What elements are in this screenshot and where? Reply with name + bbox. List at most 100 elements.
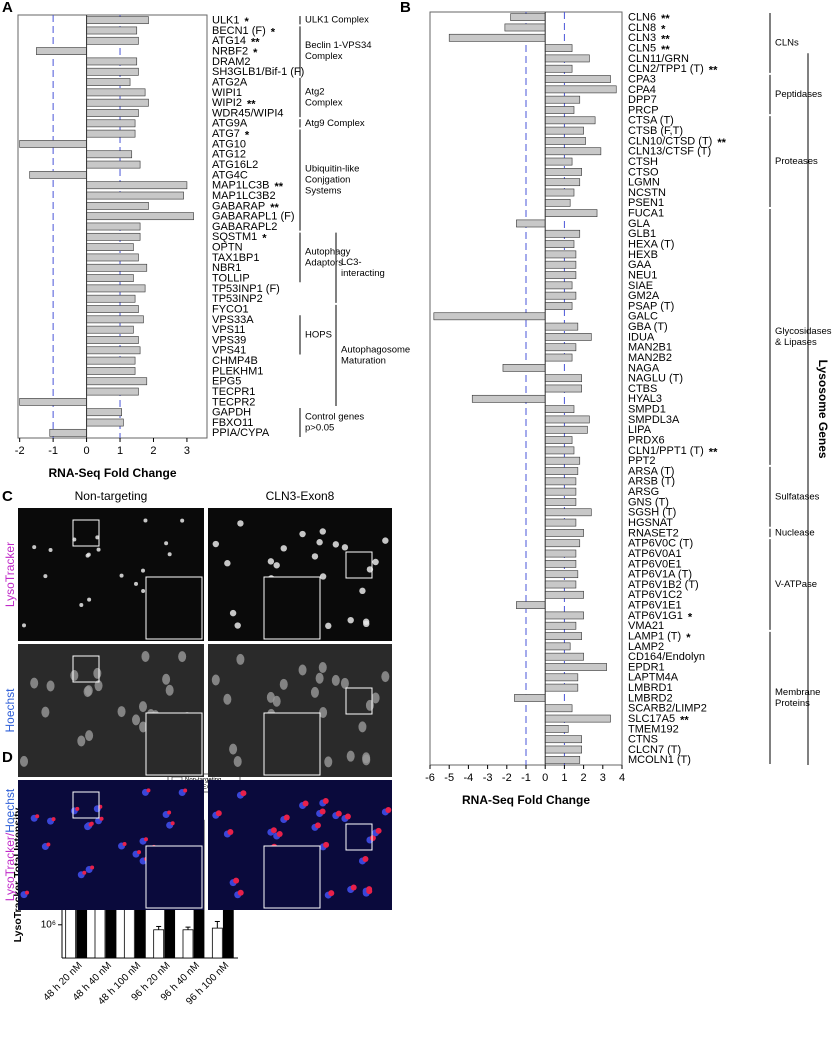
nucleus (30, 677, 39, 689)
lysosome-puncta (85, 553, 90, 558)
lysosome-puncta (359, 587, 366, 595)
gene-label: TP53INP1 (F) (212, 283, 280, 295)
group-label: Sulfatases (775, 491, 820, 502)
gene-label: PPIA/CYPA (212, 427, 270, 439)
gene-label: VPS11 (212, 324, 245, 336)
gene-label: CHMP4B (212, 355, 258, 367)
gene-label: ATP6V0C (T) (628, 538, 693, 550)
gene-label: ATP6V0E1 (628, 558, 682, 570)
significance-star: ** (251, 37, 260, 49)
bar (544, 54, 590, 63)
bar (544, 725, 569, 733)
significance-star: ** (661, 13, 670, 25)
nucleus (381, 671, 390, 683)
bar (544, 281, 573, 290)
gene-label: GLA (628, 218, 651, 230)
group-label: Adaptors (305, 257, 343, 268)
bar (544, 106, 575, 114)
bar (544, 663, 607, 671)
group-label: LC3- (341, 257, 362, 268)
lysosome-puncta (233, 877, 240, 884)
panel-label: A (2, 0, 13, 16)
bar (544, 209, 598, 218)
lysosome-puncta (183, 788, 188, 793)
bar (544, 291, 577, 300)
bar (544, 508, 592, 517)
lysosome-puncta (95, 535, 100, 540)
gene-label: CTSA (T) (628, 115, 674, 127)
lysosome-puncta (215, 810, 222, 817)
bar (86, 191, 184, 200)
inset-marker (72, 655, 100, 683)
gene-label: SGSH (T) (628, 507, 676, 519)
row-label-part: Hoechst (3, 788, 17, 833)
significance-star: * (245, 130, 250, 142)
gene-label: LGMN (628, 177, 660, 189)
nucleus (266, 691, 275, 703)
bar (86, 212, 194, 221)
lysosome-puncta (314, 822, 321, 829)
lysosome-puncta (323, 841, 330, 848)
gene-label: LMBRD2 (628, 692, 673, 704)
group-label: V-ATPase (775, 579, 817, 590)
lysosome-puncta (25, 890, 30, 895)
lysosome-puncta (335, 810, 342, 817)
nucleus (85, 730, 94, 742)
bar (86, 232, 141, 241)
nucleus (236, 653, 245, 665)
lysosome-puncta (48, 548, 53, 553)
lysosome-puncta (170, 821, 175, 826)
x-tick-label: -4 (464, 772, 474, 784)
group-label: Peptidases (775, 89, 822, 100)
lysosome-puncta (347, 616, 354, 624)
bar (86, 294, 136, 303)
bar (86, 98, 149, 107)
significance-star: ** (661, 44, 670, 56)
bar (544, 745, 582, 754)
lysosome-puncta (164, 541, 169, 546)
lysosome-puncta (341, 544, 349, 551)
lysosome-puncta (119, 573, 124, 578)
bar (211, 927, 223, 959)
gene-label: CTBS (628, 383, 657, 395)
row-label-part: LysoTracker (3, 542, 17, 607)
gene-label: CLN3 (628, 32, 656, 44)
bar (544, 580, 577, 589)
gene-label: MAP1LC3B (212, 180, 269, 192)
nucleus (211, 674, 220, 686)
lysosome-puncta (283, 814, 290, 821)
bar (544, 683, 579, 692)
gene-label: NCSTN (628, 187, 666, 199)
gene-label: TECPR1 (212, 386, 255, 398)
bar (544, 539, 581, 548)
gene-label: SIAE (628, 280, 653, 292)
nucleus (319, 706, 328, 718)
nucleus (229, 743, 238, 755)
lysosome-puncta (237, 889, 244, 896)
inset-marker (345, 823, 373, 851)
y-tick-label: 10⁶ (41, 919, 56, 930)
nucleus (178, 651, 187, 663)
gene-label: SMPDL3A (628, 414, 680, 426)
gene-label: CLN6 (628, 12, 656, 24)
bar (182, 929, 194, 959)
bar (544, 250, 577, 259)
gene-label: ULK1 (212, 15, 240, 27)
gene-label: ATP6V1G1 (628, 610, 683, 622)
bar (544, 652, 584, 661)
bar (544, 116, 596, 125)
bar (86, 418, 124, 427)
gene-label: ARSG (628, 486, 659, 498)
gene-label: WDR45/WIPI4 (212, 107, 284, 119)
bar (544, 735, 582, 744)
significance-star: ** (709, 65, 718, 77)
bar (544, 198, 571, 207)
gene-label: EPG5 (212, 376, 241, 388)
bar (502, 364, 546, 372)
bar (544, 529, 584, 537)
lysosome-puncta (88, 822, 93, 827)
group-label: Control genes (305, 412, 364, 423)
bar (86, 377, 148, 386)
bar (86, 274, 134, 282)
column-title: Non-targeting (75, 489, 148, 503)
